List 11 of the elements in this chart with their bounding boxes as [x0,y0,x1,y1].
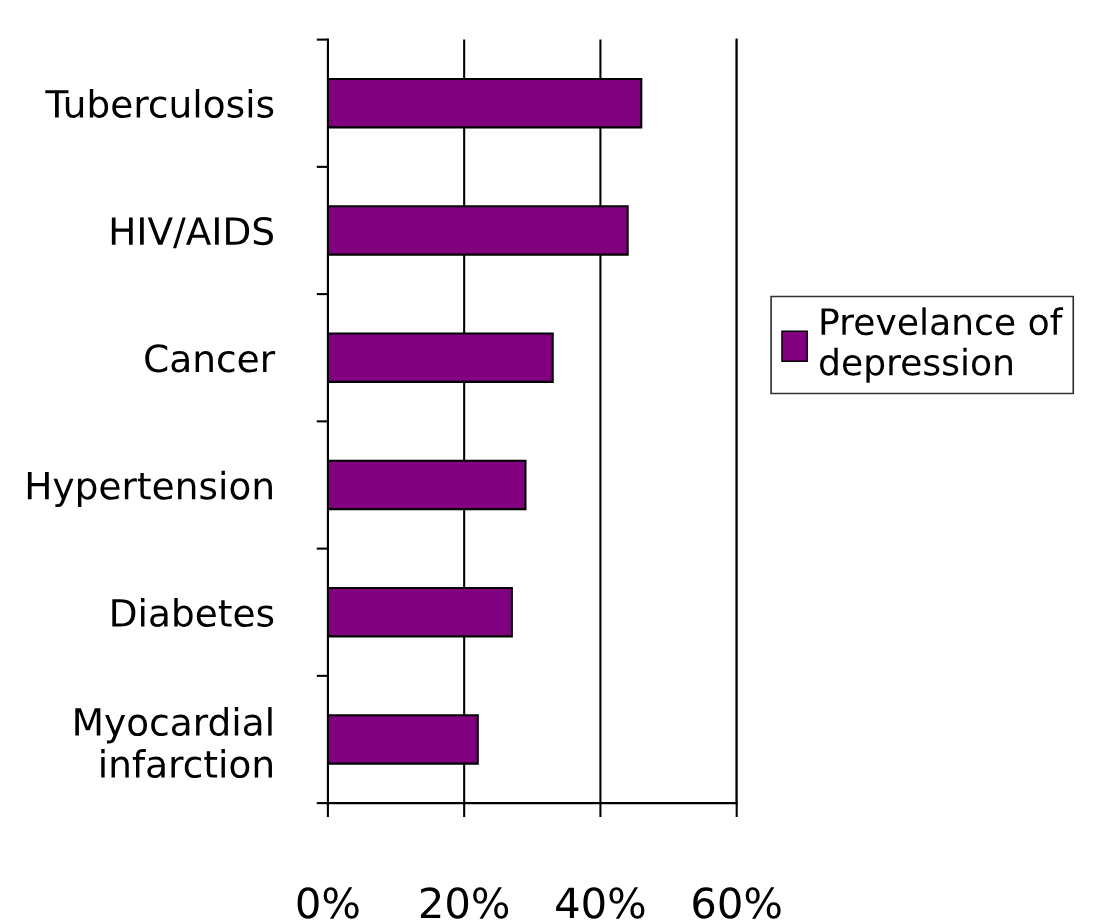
y-tick-label: Tuberculosis [45,88,274,119]
x-tick-label: 0% [297,887,359,919]
x-tick-label: 20% [420,887,509,919]
x-tick-label: 60% [693,887,781,919]
y-tick-label: Hypertension [27,470,272,508]
legend-label: Prevelance of depression [820,307,1064,383]
y-tick-label: Cancer [145,344,276,373]
y-tick-label: HIV/AIDS [111,216,274,249]
y-tick-label: Diabetes [112,597,274,628]
y-tick-label: Myocardial infarction [75,707,272,779]
x-tick-label: 40% [556,887,645,919]
